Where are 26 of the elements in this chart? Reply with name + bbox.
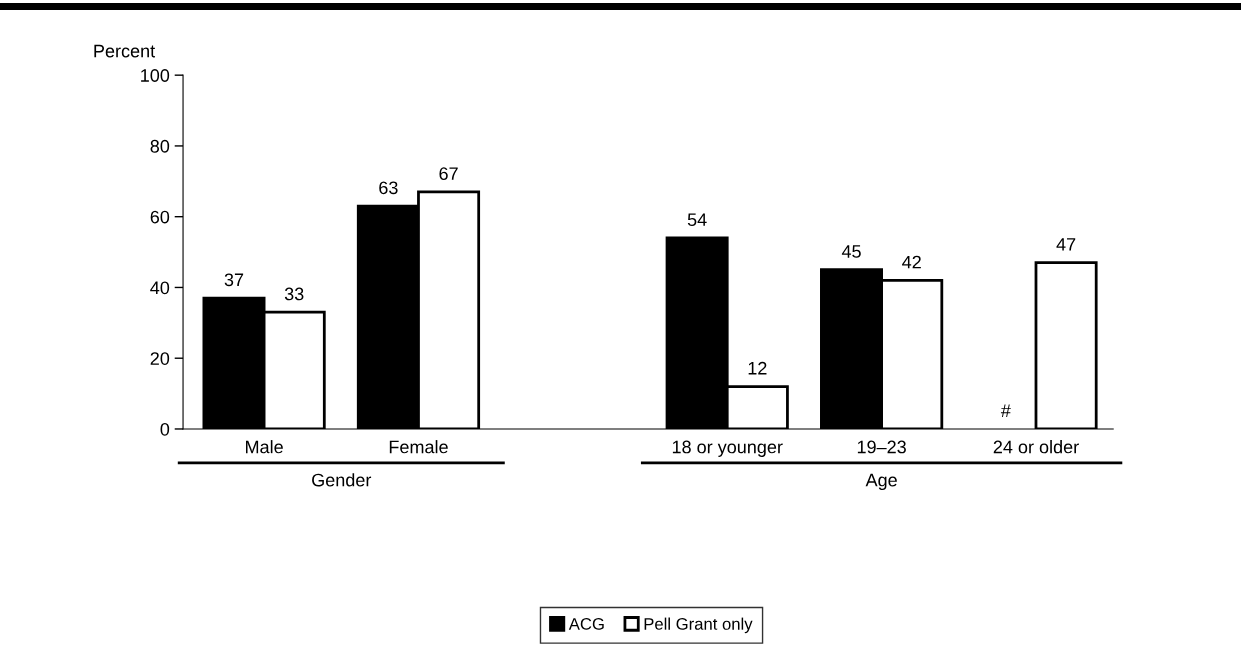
data-label: 67 <box>439 167 458 181</box>
x-tick-label: 19–23 <box>857 440 906 454</box>
data-label: 37 <box>224 273 244 287</box>
legend-label: Pell Grant only <box>644 617 753 634</box>
text: Gender <box>312 473 372 487</box>
data-label: 47 <box>1056 238 1076 251</box>
y-tick-label: 40 <box>150 281 170 295</box>
x-tick-label: Female <box>389 440 448 454</box>
y-tick-label: 100 <box>141 69 170 82</box>
y-tick-label: 0 <box>160 422 170 436</box>
data-label: 42 <box>902 255 921 269</box>
data-label: 33 <box>284 287 304 301</box>
data-label: 63 <box>379 181 398 195</box>
data-label: 45 <box>841 245 861 258</box>
y-tick-label: 20 <box>150 352 170 365</box>
data-label: 54 <box>687 213 707 227</box>
text: Age <box>865 473 897 491</box>
y-tick-label: 60 <box>150 210 170 224</box>
legend-label: ACG <box>568 618 604 630</box>
x-tick-label: 24 or older <box>993 440 1079 454</box>
y-axis-title: Percent <box>94 44 156 58</box>
x-tick-label: Male <box>246 440 283 454</box>
y-tick-label: 80 <box>150 139 170 153</box>
text: # <box>1000 404 1011 417</box>
x-tick-label: 18 or younger <box>672 440 783 457</box>
data-label: 12 <box>748 361 767 375</box>
